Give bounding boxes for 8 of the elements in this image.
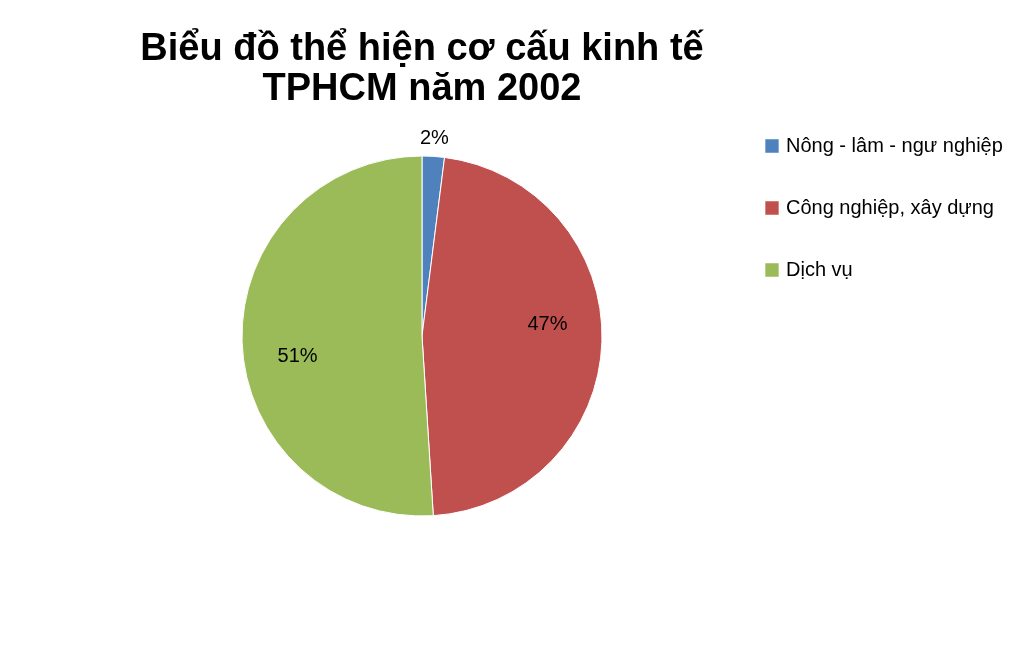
data-label: 2% — [419, 126, 450, 149]
text: Biểu đồ thể hiện cơ cấu kinh tế — [140, 26, 704, 69]
legend-label: Dịch vụ — [786, 258, 853, 280]
text: TPHCM năm 2002 — [262, 66, 582, 109]
legend-label: Công nghiệp, xây dựng — [786, 196, 994, 218]
data-label: 51% — [277, 343, 318, 366]
legend-label: Nông - lâm - ngư nghiệp — [786, 134, 1003, 156]
data-label: 47% — [527, 312, 568, 335]
